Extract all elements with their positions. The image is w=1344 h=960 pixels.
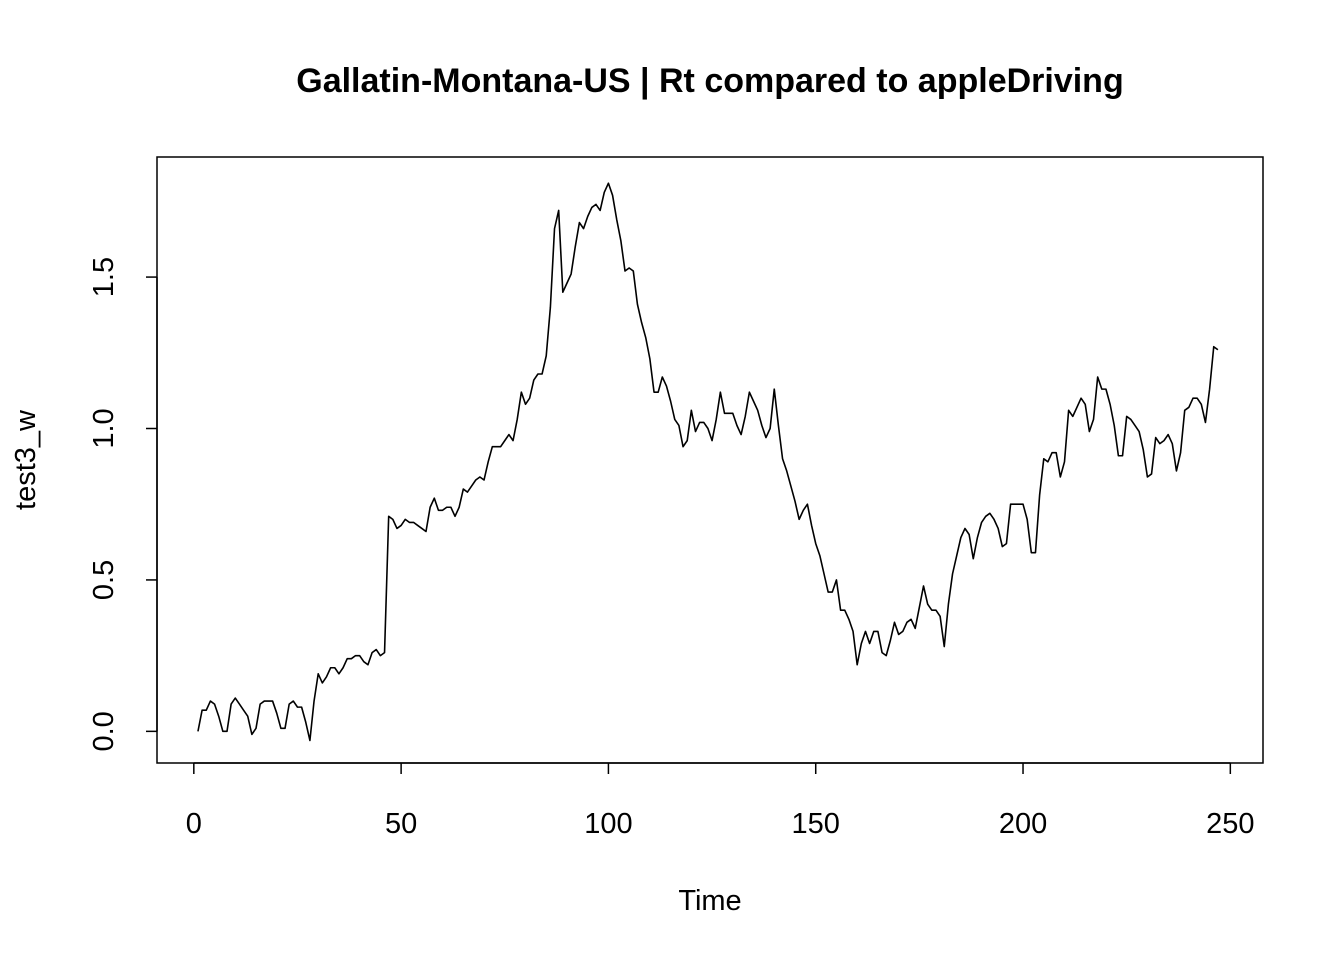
chart-title: Gallatin-Montana-US | Rt compared to app… [296,62,1123,100]
x-axis: 0 50 100 150 200 250 [186,762,1255,840]
y-axis-label: test3_w [10,409,42,510]
y-tick-label: 0.0 [88,711,120,751]
x-tick-label: 150 [792,808,840,840]
x-tick-label: 200 [999,808,1047,840]
y-tick-label: 1.0 [88,408,120,448]
y-tick-label: 0.5 [88,560,120,600]
plot-frame [156,156,1264,764]
y-tick-label: 1.5 [88,257,120,297]
x-tick-label: 100 [584,808,632,840]
x-axis-label: Time [678,885,741,917]
series-line [197,182,1219,742]
y-axis: 0.0 0.5 1.0 1.5 [88,257,158,752]
x-tick-label: 50 [385,808,417,840]
x-tick-label: 0 [186,808,202,840]
x-tick-label: 250 [1206,808,1254,840]
